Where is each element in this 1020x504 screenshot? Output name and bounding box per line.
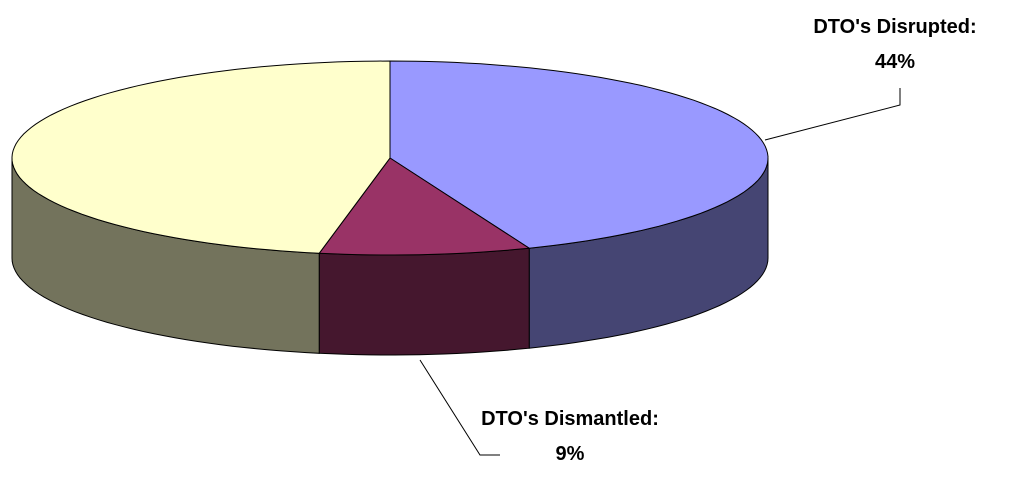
data-label: DTO's Disrupted: 44% [780,10,1010,80]
slice-side [318,247,530,356]
label-name: DTO's Disrupted: [813,16,977,38]
slice-top [389,60,769,249]
data-label: DTO's Dismantled: 9% [480,402,660,472]
leader-line [764,88,901,141]
slice-top [11,60,391,254]
label-value: 9% [555,443,585,465]
label-value: 44% [874,51,916,73]
label-name: DTO's Dismantled: [481,408,659,430]
leader-line [419,359,500,456]
slice-top [318,157,531,256]
